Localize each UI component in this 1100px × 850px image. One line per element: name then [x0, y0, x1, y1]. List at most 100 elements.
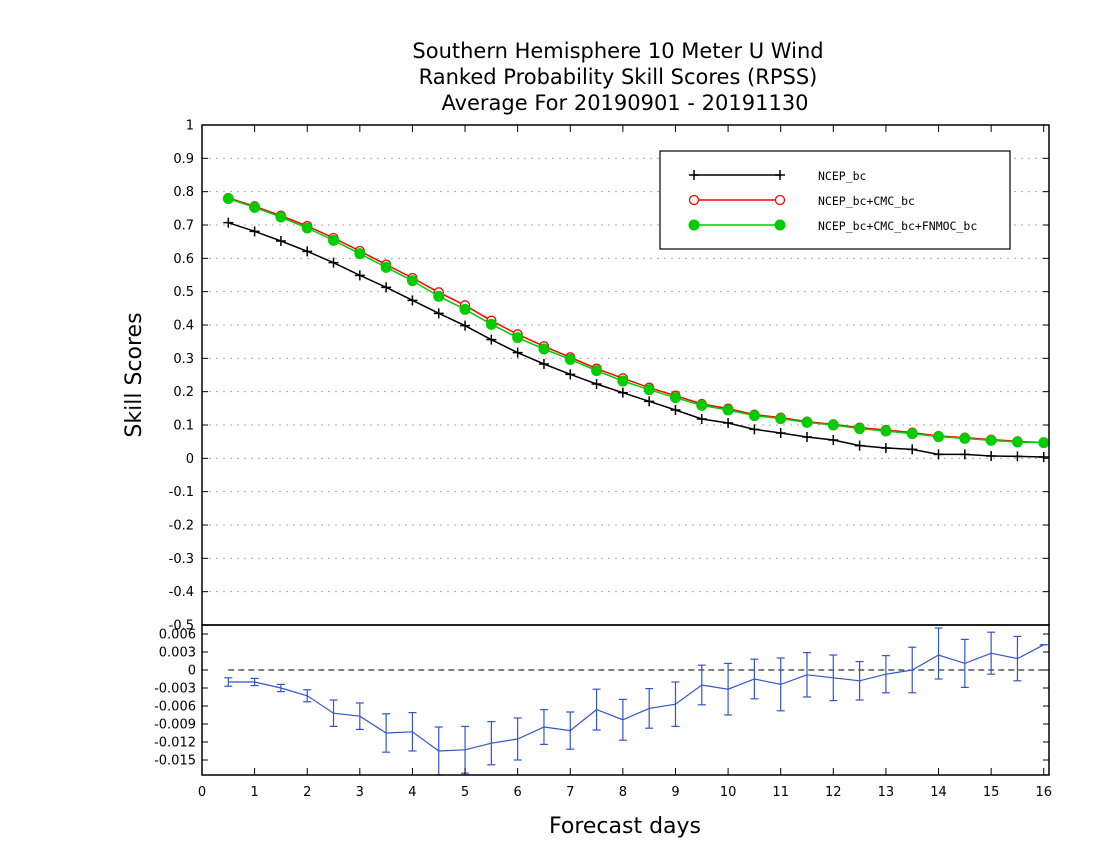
data-point [459, 303, 471, 315]
x-tick-label: 4 [408, 785, 416, 800]
data-point [538, 359, 549, 369]
data-point [669, 392, 681, 404]
data-point [827, 419, 839, 431]
data-point [749, 424, 760, 435]
x-tick-label: 0 [198, 785, 206, 800]
y-tick-label: 0.1 [173, 419, 194, 434]
y-tick-label: 0.5 [173, 285, 194, 300]
data-point [512, 332, 524, 344]
x-tick-label: 10 [720, 785, 737, 800]
y-tick-label: 0 [188, 664, 196, 679]
data-point [460, 320, 471, 331]
error-bar [408, 711, 417, 752]
legend-marker [689, 170, 699, 180]
bottom-panel-frame [201, 624, 1050, 776]
error-bar [987, 631, 996, 675]
legend-sample-0 [689, 170, 785, 180]
error-bar [855, 660, 864, 701]
error-bar [566, 711, 575, 750]
x-tick-label: 3 [356, 785, 364, 800]
data-point [696, 399, 708, 411]
data-point [644, 396, 655, 407]
data-point [722, 404, 734, 416]
x-axis-title: Forecast days [549, 814, 701, 839]
error-bar [934, 627, 943, 680]
data-point [407, 295, 418, 306]
error-bar [355, 702, 364, 731]
x-tick-label: 9 [671, 785, 679, 800]
error-bar [539, 708, 548, 746]
data-point [907, 444, 918, 455]
y-tick-label: 0.3 [173, 352, 194, 367]
x-tick-label: 5 [461, 785, 469, 800]
data-point [249, 226, 260, 237]
y-tick-label: 0.4 [173, 319, 194, 334]
legend-marker [774, 219, 786, 231]
data-point [485, 318, 497, 330]
data-point [301, 222, 313, 234]
error-bar [881, 654, 890, 694]
x-tick-label: 12 [825, 785, 842, 800]
data-point [406, 275, 418, 287]
data-point [433, 290, 445, 302]
error-bar [671, 681, 680, 728]
chart-title: Southern Hemisphere 10 Meter U Wind Rank… [412, 39, 823, 115]
error-bar [697, 664, 706, 706]
y-tick-label: 0.7 [173, 219, 194, 234]
legend-items [688, 170, 786, 231]
error-bar [645, 687, 654, 729]
data-point [565, 369, 576, 380]
bottom-panel-series [224, 627, 1049, 776]
error-bar [329, 699, 338, 728]
y-tick-label: -0.3 [169, 552, 194, 567]
legend-label-ncep-cmc: NCEP_bc+CMC_bc [818, 194, 915, 208]
y-tick-label: -0.4 [169, 585, 194, 600]
x-tick-label: 7 [566, 785, 574, 800]
data-point [591, 379, 602, 389]
error-bar [487, 720, 496, 766]
data-point [1011, 436, 1023, 448]
data-point [381, 282, 392, 293]
data-point [801, 416, 813, 428]
data-point [380, 261, 392, 273]
data-point [617, 387, 628, 398]
error-bar [224, 677, 233, 687]
data-point [959, 432, 971, 444]
legend: NCEP_bc NCEP_bc+CMC_bc NCEP_bc+CMC_bc+FN… [659, 150, 1011, 250]
legend-label-ncep: NCEP_bc [818, 169, 866, 183]
y-tick-label: -0.006 [154, 700, 196, 715]
data-point [854, 440, 865, 451]
data-point [354, 248, 366, 260]
error-bar [829, 654, 838, 702]
data-point [591, 365, 603, 377]
data-point [354, 270, 365, 281]
y-tick-label: 0.8 [173, 185, 194, 200]
chart-title-line-3: Average For 20190901 - 20191130 [441, 91, 808, 115]
error-bar [776, 657, 785, 712]
y-tick-label: 0.006 [159, 628, 196, 643]
y-tick-label: -0.003 [154, 682, 196, 697]
data-point [223, 217, 234, 228]
y-tick-label: 0.003 [159, 646, 196, 661]
y-tick-label: -0.012 [154, 736, 196, 751]
data-point [696, 414, 707, 424]
series-0 [223, 217, 1049, 462]
y-tick-label: -0.1 [169, 485, 194, 500]
error-bar [750, 658, 759, 700]
data-point [249, 201, 261, 213]
data-point [1038, 452, 1049, 462]
data-point [933, 449, 944, 460]
data-point [906, 428, 918, 440]
difference-line [228, 644, 1045, 752]
x-tick-label: 1 [250, 785, 258, 800]
data-point [1012, 451, 1023, 462]
legend-label-ncep-cmc-fnmoc: NCEP_bc+CMC_bc+FNMOC_bc [818, 219, 977, 233]
legend-marker [774, 194, 786, 206]
bottom-y-axis: 0.006 0.003 0 -0.003 -0.006 -0.009 -0.012 -0.01… [154, 628, 1049, 769]
data-point [328, 257, 339, 268]
error-bar [618, 698, 627, 741]
grid-lines [202, 157, 1049, 593]
legend-sample-1 [688, 194, 786, 206]
y-axis-title: Skill Scores [122, 312, 147, 437]
